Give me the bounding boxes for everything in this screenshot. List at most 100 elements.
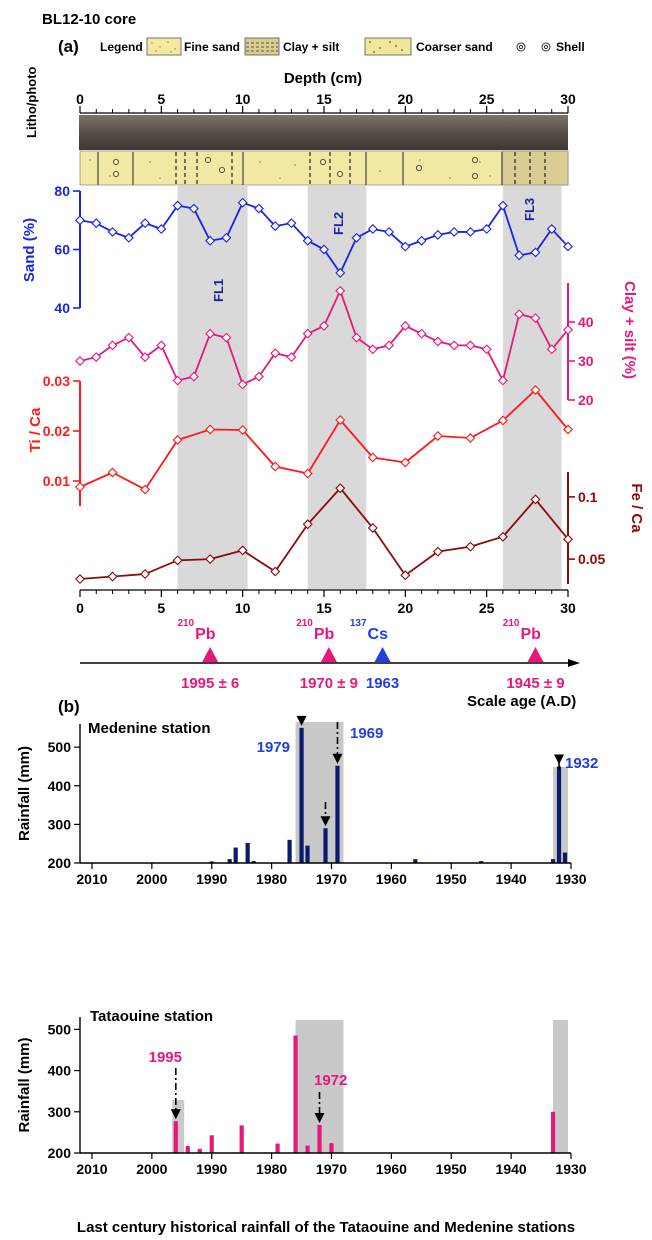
data-point [286,218,297,229]
depth-axis-bottom: 0 5 10 15 20 25 30 [76,589,576,616]
data-point [140,352,151,363]
age-marker-triangle [320,647,337,662]
y-axis-tick-label: 30 [578,353,594,369]
data-point [465,226,476,237]
data-point [416,235,427,246]
data-point [465,433,476,443]
annotation-arrowhead [296,715,307,726]
data-point [237,379,248,390]
data-point [563,324,573,335]
data-point [140,569,151,580]
age-marker-triangle [374,647,391,662]
medenine-rainfall-chart: 2010 2000 1990 1980 1970 1960 1950 1940 1930 200 3… [16,715,598,887]
depth-tick-label-bottom: 25 [479,600,495,616]
age-marker-triangle [527,647,544,662]
data-point [172,375,183,386]
depth-axis-top: 0 5 10 15 20 25 30 [76,91,576,114]
x-axis-tick-label: 1980 [256,1161,287,1177]
y-axis-tick-label: 400 [48,778,72,794]
shell-icon [516,42,551,52]
data-point [205,424,216,435]
data-point [530,494,541,505]
rain-bar [305,1145,310,1153]
series-clay-silt-: 20 30 40 Clay + silt (%) [75,281,638,408]
data-point [563,241,573,252]
data-point [497,200,508,211]
coarser-sand-dots [369,41,403,53]
data-point [514,309,525,320]
data-point [335,483,346,494]
flood-label-fl3: FL3 [522,198,537,221]
rain-bar [233,847,238,863]
annotation-arrowhead [320,816,331,827]
clay-silt-dashes [246,42,278,52]
y-axis-tick-label: 200 [48,855,72,871]
data-point [270,348,281,359]
rain-bar [323,828,328,863]
litho-photo-label: Litho/photo [24,66,39,138]
data-point [221,232,232,243]
y-axis-title: Rainfall (mm) [16,746,33,841]
annotation-arrowhead [554,754,565,765]
x-axis-tick-label: 2010 [76,871,107,887]
data-point [205,235,216,246]
data-point [530,313,541,324]
data-point [319,244,329,255]
data-point [123,332,134,343]
data-point [367,344,378,355]
data-point [75,356,85,366]
rain-bar [335,765,340,863]
y-axis-tick-label: 500 [48,1021,72,1037]
age-marker-isotope: Pb [314,626,335,643]
age-scale-label: Scale age (A.D) [467,693,576,710]
legend-swatch-fine-sand [146,37,182,56]
data-point [107,340,118,351]
age-marker-date: 1963 [366,675,399,692]
data-point [188,371,199,382]
y-axis-tick-label: 200 [48,1145,72,1161]
data-point [302,235,313,246]
depth-axis-title: Depth (cm) [284,70,362,87]
data-point [497,531,508,542]
annotation-arrowhead [332,753,343,764]
data-point [416,328,427,339]
panel-a-label: (a) [58,37,79,56]
y-axis-title: Sand (%) [21,218,38,282]
rain-bar [329,1143,334,1153]
rain-bar [209,861,214,863]
age-marker-date: 1970 ± 9 [300,675,358,692]
data-point [302,328,313,339]
y-axis-tick-label: 20 [578,392,594,408]
depth-tick-label-bottom: 30 [560,600,576,616]
data-point [75,574,85,584]
data-point [270,566,281,577]
depth-tick-label-top: 5 [157,91,165,107]
year-annotation: 1979 [257,739,290,756]
data-point [91,352,102,363]
x-axis-tick-label: 1930 [555,871,586,887]
data-point [400,457,411,468]
data-point [465,340,476,351]
data-point [481,224,492,235]
age-marker-isotope: Cs [368,626,389,643]
depth-tick-label-top: 30 [560,91,576,107]
data-point [156,224,167,235]
rain-bar [317,1124,322,1153]
data-point [351,332,362,343]
data-point [221,332,232,343]
data-point [107,226,118,237]
legend-swatch-clay-silt [244,37,280,56]
legend-title: Legend [100,40,143,54]
rain-bar [299,727,304,863]
age-scale-arrowhead [568,659,580,667]
rain-interval-shade [553,1020,569,1153]
data-point [75,215,85,226]
depth-tick-label-bottom: 10 [235,600,251,616]
panel-b-label: (b) [58,697,80,716]
data-point [465,541,476,552]
legend-label-clay-silt: Clay + silt [283,40,339,54]
y-axis-tick-label: 0.02 [43,423,70,439]
